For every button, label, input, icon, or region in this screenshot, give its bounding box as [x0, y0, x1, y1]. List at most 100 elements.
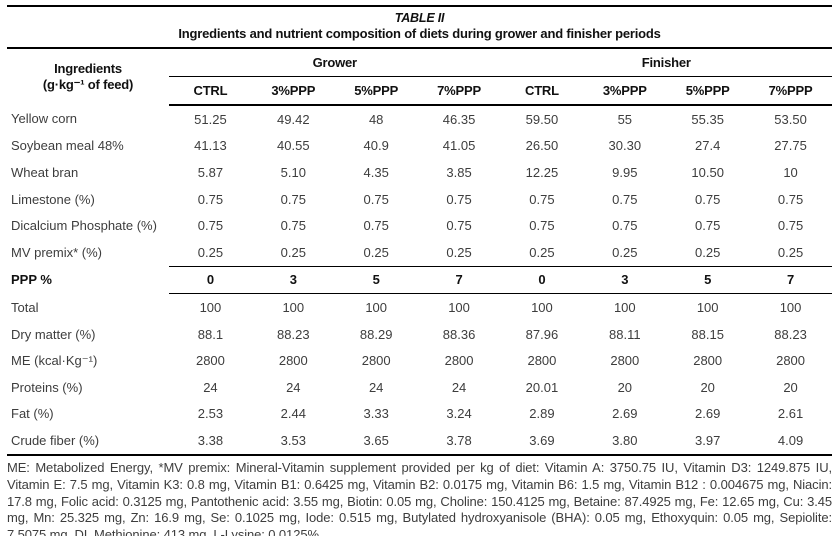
cell-value: 2800: [195, 353, 225, 369]
cell-value: 3.85: [446, 164, 472, 180]
cell-value: 2800: [361, 353, 391, 369]
cell-value: 0.75: [695, 218, 721, 234]
cell-value: 2800: [776, 353, 806, 369]
cell-value: 0.75: [777, 191, 804, 207]
column-header-finisher-5ppp: 5%PPP: [666, 76, 750, 106]
cell-value: 41.13: [194, 138, 227, 154]
column-header-finisher-7ppp: 7%PPP: [749, 76, 832, 106]
cell-value: 100: [613, 299, 636, 315]
cell-value: 87.96: [525, 326, 559, 342]
cell-value: 100: [448, 299, 470, 315]
table-body: Yellow corn 51.25 49.42 48 46.35 59.50 55 55.35…: [7, 105, 832, 455]
cell-value: 2800: [527, 353, 557, 369]
composition-table: Ingredients (g·kg⁻¹ of feed) Grower Fini…: [7, 49, 832, 456]
cell-value: 3.97: [695, 432, 721, 448]
cell-value: 2.69: [612, 406, 638, 422]
cell-value: 27.75: [774, 138, 807, 154]
row-label-limestone: Limestone (%): [11, 191, 95, 207]
ingredients-column-header: Ingredients (g·kg⁻¹ of feed): [7, 49, 169, 105]
table-number-title: TABLE II: [394, 11, 445, 25]
cell-value: 5: [334, 265, 418, 295]
cell-value: 2800: [610, 353, 640, 369]
table-row-me: ME (kcal·Kg⁻¹) 2800 2800 2800 2800 2800 2800 28…: [7, 347, 832, 374]
cell-value: 0.75: [695, 191, 721, 207]
cell-value: 3.53: [280, 432, 306, 448]
table-subtitle: Ingredients and nutrient composition of …: [178, 26, 661, 41]
cell-value: 100: [779, 299, 802, 315]
table-title-block: TABLE II Ingredients and nutrient compos…: [7, 5, 832, 49]
cell-value: 0.25: [612, 244, 638, 260]
cell-value: 3.38: [197, 432, 224, 448]
table-row-limestone: Limestone (%) 0.75 0.75 0.75 0.75 0.75 0.75 0.7…: [7, 186, 832, 213]
cell-value: 20: [617, 379, 633, 395]
row-label-total: Total: [11, 299, 39, 315]
column-header-grower-7ppp: 7%PPP: [417, 76, 501, 106]
cell-value: 0.25: [695, 244, 721, 260]
cell-value: 100: [531, 299, 553, 315]
cell-value: 88.11: [609, 326, 641, 342]
cell-value: 3.24: [446, 406, 472, 422]
cell-value: 3.69: [529, 432, 555, 448]
diet-column-header-row: CTRL 3%PPP 5%PPP 7%PPP CTRL 3%PPP 5%PPP 7%PPP: [7, 76, 832, 106]
cell-value: 3: [251, 265, 335, 295]
cell-value: 2800: [444, 353, 474, 369]
cell-value: 27.4: [695, 138, 721, 154]
cell-value: 100: [365, 299, 388, 315]
cell-value: 88.29: [359, 326, 393, 342]
cell-value: 0.75: [529, 191, 555, 207]
cell-value: 53.50: [774, 111, 807, 127]
cell-value: 0.25: [197, 244, 224, 260]
cell-value: 46.35: [442, 111, 476, 127]
cell-value: 0: [169, 265, 252, 295]
cell-value: 100: [199, 299, 222, 315]
cell-value: 3: [583, 265, 667, 295]
cell-value: 41.05: [442, 138, 476, 154]
ingredients-label: Ingredients: [54, 61, 122, 76]
row-label-wheat-bran: Wheat bran: [11, 164, 79, 180]
cell-value: 3.80: [612, 432, 638, 448]
cell-value: 4.35: [363, 164, 389, 180]
cell-value: 24: [368, 379, 384, 395]
cell-value: 3.33: [363, 406, 389, 422]
cell-value: 20.01: [525, 379, 559, 395]
table-row-total: Total 100 100 100 100 100 100 100 100: [7, 294, 832, 321]
cell-value: 7: [749, 265, 832, 295]
cell-value: 88.15: [691, 326, 724, 342]
table-row-proteins: Proteins (%) 24 24 24 24 20.01 20 20 20: [7, 374, 832, 401]
cell-value: 88.1: [197, 326, 224, 342]
cell-value: 0.75: [363, 218, 389, 234]
column-header-finisher-3ppp: 3%PPP: [583, 76, 667, 106]
cell-value: 5: [666, 265, 750, 295]
cell-value: 0.25: [280, 244, 306, 260]
row-label-me: ME (kcal·Kg⁻¹): [11, 352, 98, 368]
cell-value: 20: [783, 379, 798, 395]
group-header-row: Ingredients (g·kg⁻¹ of feed) Grower Fini…: [7, 49, 832, 92]
table-row-dicalcium-phosphate: Dicalcium Phosphate (%) 0.75 0.75 0.75 0.75 0…: [7, 212, 832, 239]
cell-value: 0.25: [446, 244, 472, 260]
cell-value: 48: [368, 111, 384, 127]
cell-value: 2800: [278, 353, 308, 369]
cell-value: 2.44: [280, 406, 306, 422]
row-label-dicalcium-phosphate: Dicalcium Phosphate (%): [11, 218, 157, 234]
cell-value: 0.25: [777, 244, 804, 260]
cell-value: 100: [282, 299, 305, 315]
table-row-yellow-corn: Yellow corn 51.25 49.42 48 46.35 59.50 55 55.35…: [7, 105, 832, 133]
table-row-crude-fiber: Crude fiber (%) 3.38 3.53 3.65 3.78 3.69 3.80 3…: [7, 427, 832, 455]
cell-value: 100: [696, 299, 719, 315]
cell-value: 0.75: [280, 218, 306, 234]
cell-value: 0.75: [280, 191, 306, 207]
cell-value: 88.23: [277, 326, 310, 342]
table-row-mv-premix: MV premix* (%) 0.25 0.25 0.25 0.25 0.25 0.25 0.…: [7, 239, 832, 266]
cell-value: 10.50: [691, 164, 724, 180]
cell-value: 30.30: [608, 138, 642, 154]
cell-value: 0.75: [612, 218, 638, 234]
cell-value: 10: [783, 164, 798, 180]
cell-value: 24: [286, 379, 301, 395]
cell-value: 24: [203, 379, 218, 395]
cell-value: 55.35: [691, 111, 724, 127]
finisher-label: Finisher: [641, 55, 691, 70]
table-row-fat: Fat (%) 2.53 2.44 3.33 3.24 2.89 2.69 2.69 2.61: [7, 401, 832, 428]
group-header-finisher: Finisher: [500, 49, 832, 77]
cell-value: 40.9: [363, 138, 389, 154]
